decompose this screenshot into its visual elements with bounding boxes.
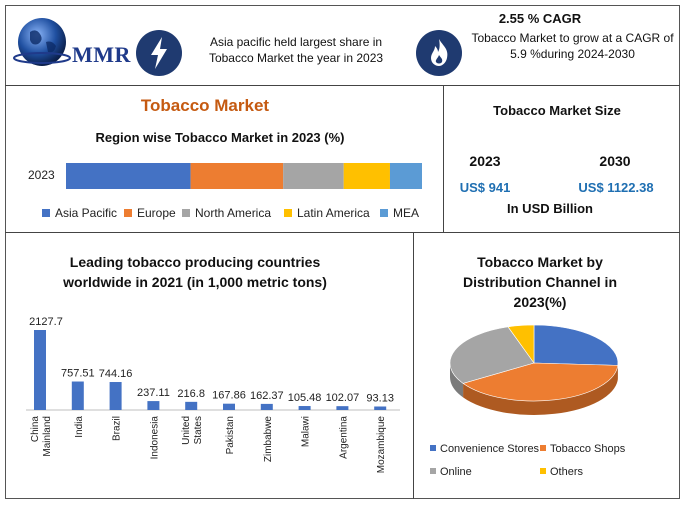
legend-europe: Europe <box>124 206 176 220</box>
logo: MMR <box>12 12 132 78</box>
segment-asia-pacific <box>66 163 191 189</box>
bar-malawi <box>298 406 311 410</box>
slice-side-online <box>450 363 464 398</box>
legend-online: Online <box>430 466 472 478</box>
top-vertical-divider <box>443 86 444 232</box>
legend-swatch <box>540 468 546 475</box>
bar-india <box>71 381 84 410</box>
legend-label: Europe <box>137 206 176 220</box>
value-label: 216.8 <box>177 388 205 400</box>
segment-north-america <box>283 163 344 189</box>
legend-swatch <box>124 208 132 217</box>
countries-bar-chart: 2127.7 ChinaMainland 757.51 India 744.16 Braz… <box>26 316 400 474</box>
category-label: Mozambique <box>376 416 387 474</box>
slice-others <box>507 324 535 364</box>
legend-swatch <box>284 208 292 217</box>
distribution-pie-chart <box>449 324 619 415</box>
lightning-bolt-icon <box>136 30 182 76</box>
category-label: Zimbabwe <box>263 416 274 463</box>
region-chart-title: Region wise Tobacco Market in 2023 (%) <box>95 130 345 145</box>
category-label: Indonesia <box>149 416 160 460</box>
value-label: 237.11 <box>137 387 170 399</box>
cagr-title: 2.55 % CAGR <box>498 11 582 26</box>
region-stacked-bar <box>66 163 422 189</box>
size-title: Tobacco Market Size <box>493 103 621 118</box>
bar-zimbabwe <box>260 403 273 410</box>
legend-label: MEA <box>393 206 420 220</box>
value-label: 102.07 <box>326 392 360 404</box>
legend-label: Online <box>440 466 472 478</box>
infographic-frame <box>5 5 680 499</box>
legend-label: Tobacco Shops <box>550 443 626 455</box>
legend-label: Others <box>550 466 584 478</box>
size-year-2: 2030 <box>599 153 631 169</box>
legend-mea: MEA <box>380 206 419 220</box>
slice-side-tobacco-shops <box>463 365 618 415</box>
region-chart-category: 2023 <box>28 168 55 182</box>
legend-latin-america: Latin America <box>284 206 370 220</box>
flame-icon <box>416 30 462 76</box>
category-label: Brazil <box>112 416 123 441</box>
legend-swatch <box>540 445 546 452</box>
pie-chart-title: Tobacco Market by Distribution Channel i… <box>463 254 617 310</box>
category-label: Argentina <box>338 416 349 459</box>
legend-label: Convenience Stores <box>440 443 540 455</box>
category-label: ChinaMainland <box>30 416 53 457</box>
legend-tobacco-shops: Tobacco Shops <box>540 443 625 455</box>
category-label: Malawi <box>301 416 312 447</box>
bar-united-states <box>185 401 198 410</box>
legend-convenience-stores: Convenience Stores <box>430 443 539 455</box>
size-value-1: US$ 941 <box>459 180 511 195</box>
legend-swatch <box>430 445 436 452</box>
value-label: 105.48 <box>288 392 322 404</box>
legend-swatch <box>42 208 50 217</box>
category-label: UnitedStates <box>181 416 204 445</box>
bar-argentina <box>336 406 349 410</box>
size-value-2: US$ 1122.38 <box>578 180 654 195</box>
value-label: 93.13 <box>366 392 394 404</box>
bar-pakistan <box>223 403 235 410</box>
value-label: 167.86 <box>212 390 246 402</box>
legend-swatch <box>430 468 436 475</box>
legend-north-america: North America <box>182 206 271 220</box>
legend-label: North America <box>195 206 272 220</box>
countries-chart-title: Leading tobacco producing countries worl… <box>63 254 327 290</box>
size-unit: In USD Billion <box>507 201 593 216</box>
value-label: 162.37 <box>250 390 284 402</box>
middle-divider <box>5 232 680 233</box>
size-year-1: 2023 <box>469 153 501 169</box>
bottom-vertical-divider <box>413 233 414 499</box>
globe-icon <box>13 18 71 66</box>
header-divider <box>5 85 680 86</box>
value-label: 757.51 <box>61 368 95 380</box>
value-label: 744.16 <box>99 368 133 380</box>
legend-swatch <box>380 208 388 217</box>
bar-brazil <box>109 382 122 410</box>
slice-convenience-stores <box>533 324 619 366</box>
legend-asia-pacific: Asia Pacific <box>42 206 117 220</box>
segment-mea <box>389 163 422 189</box>
legend-others: Others <box>540 466 583 478</box>
region-note: Asia pacific held largest share in Tobac… <box>208 35 384 65</box>
cagr-note: Tobacco Market to grow at a CAGR of 5.9 … <box>471 31 674 61</box>
segment-latin-america <box>343 163 390 189</box>
segment-europe <box>190 163 284 189</box>
logo-text: MMR <box>72 42 131 67</box>
legend-label: Latin America <box>297 206 370 220</box>
market-title: Tobacco Market <box>140 96 270 115</box>
legend-swatch <box>182 208 190 217</box>
bar-china-mainland <box>34 330 46 410</box>
value-label: 2127.7 <box>29 316 63 328</box>
slice-online <box>449 326 535 384</box>
legend-label: Asia Pacific <box>55 206 118 220</box>
category-label: India <box>74 416 85 438</box>
category-label: Pakistan <box>225 416 236 454</box>
bar-mozambique <box>374 406 387 410</box>
bar-indonesia <box>147 401 160 410</box>
